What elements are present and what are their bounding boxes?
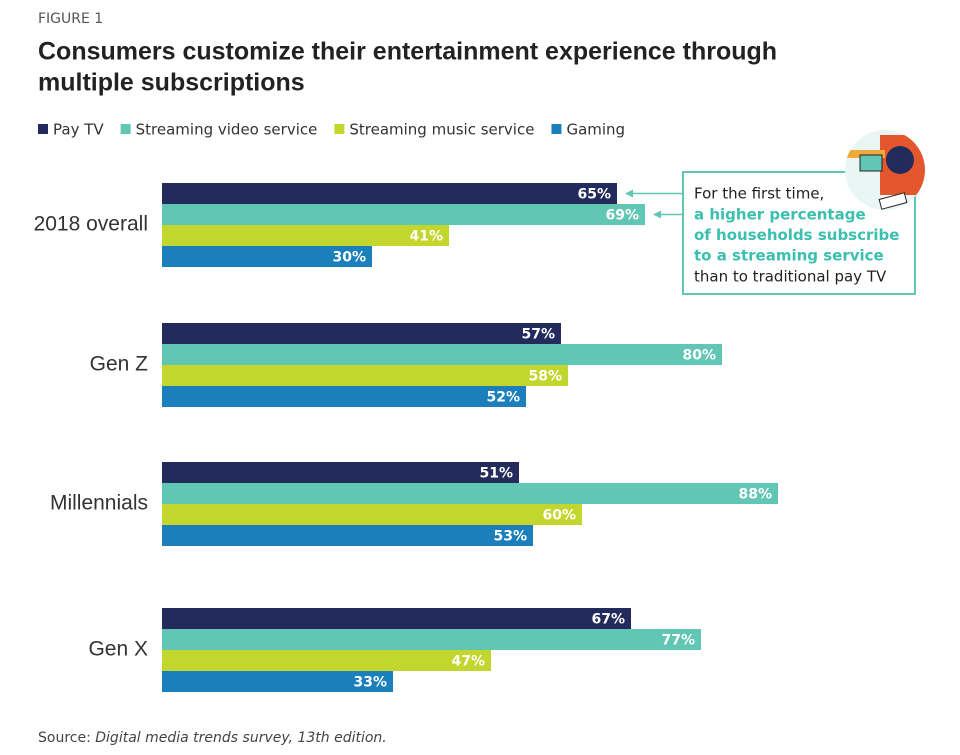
bar	[162, 483, 778, 504]
legend: Pay TV Streaming video service Streaming m…	[38, 121, 625, 139]
bar	[162, 344, 722, 365]
bar	[162, 462, 519, 483]
chart-title: multiple subscriptions	[38, 69, 305, 97]
bar	[162, 608, 631, 629]
value-label: 67%	[591, 612, 625, 628]
category-label: Millennials	[50, 492, 148, 515]
value-label: 58%	[528, 369, 562, 385]
value-label: 30%	[332, 250, 366, 266]
source-label: Source:	[38, 730, 91, 746]
category-label: Gen X	[88, 638, 148, 661]
bar	[162, 650, 491, 671]
callout-text: than to traditional pay TV	[694, 268, 887, 286]
value-label: 57%	[521, 327, 555, 343]
bar	[162, 183, 617, 204]
value-label: 65%	[577, 187, 611, 203]
figure-label: FIGURE 1	[38, 11, 103, 27]
source: Source: Digital media trends survey, 13t…	[38, 730, 387, 746]
legend-label: Gaming	[566, 121, 625, 139]
legend-swatch	[551, 124, 562, 134]
bar	[162, 386, 526, 407]
value-label: 51%	[479, 466, 513, 482]
callout-highlight: a higher percentage	[694, 206, 866, 224]
value-label: 33%	[353, 675, 387, 691]
legend-swatch	[120, 124, 131, 134]
legend-label: Streaming music service	[349, 121, 534, 139]
callout-arrowhead	[653, 210, 661, 219]
bar	[162, 246, 372, 267]
bar	[162, 204, 645, 225]
callout-highlight: to a streaming service	[694, 247, 884, 265]
value-label: 53%	[493, 529, 527, 545]
value-label: 80%	[682, 348, 716, 364]
legend-swatch	[38, 124, 48, 134]
value-label: 47%	[451, 654, 485, 670]
value-label: 60%	[542, 508, 576, 524]
illustration	[845, 130, 925, 210]
bar	[162, 323, 561, 344]
callout-text: For the first time,	[694, 185, 824, 203]
value-label: 41%	[409, 229, 443, 245]
legend-swatch	[334, 124, 345, 134]
category-label: 2018 overall	[34, 213, 148, 236]
value-label: 69%	[605, 208, 639, 224]
legend-label: Streaming video service	[136, 121, 318, 139]
bar	[162, 365, 568, 386]
chart-title: Consumers customize their entertainment …	[38, 38, 777, 66]
value-label: 88%	[738, 487, 772, 503]
bar	[162, 504, 582, 525]
source-text: Digital media trends survey, 13th editio…	[95, 730, 386, 746]
value-label: 77%	[661, 633, 695, 649]
bar	[162, 525, 533, 546]
callout-highlight: of households subscribe	[694, 226, 899, 244]
bar	[162, 629, 701, 650]
value-label: 52%	[486, 390, 520, 406]
bar	[162, 225, 449, 246]
category-label: Gen Z	[90, 353, 149, 376]
legend-label: Pay TV	[53, 121, 104, 139]
callout-arrowhead	[625, 189, 633, 198]
bar	[162, 671, 393, 692]
